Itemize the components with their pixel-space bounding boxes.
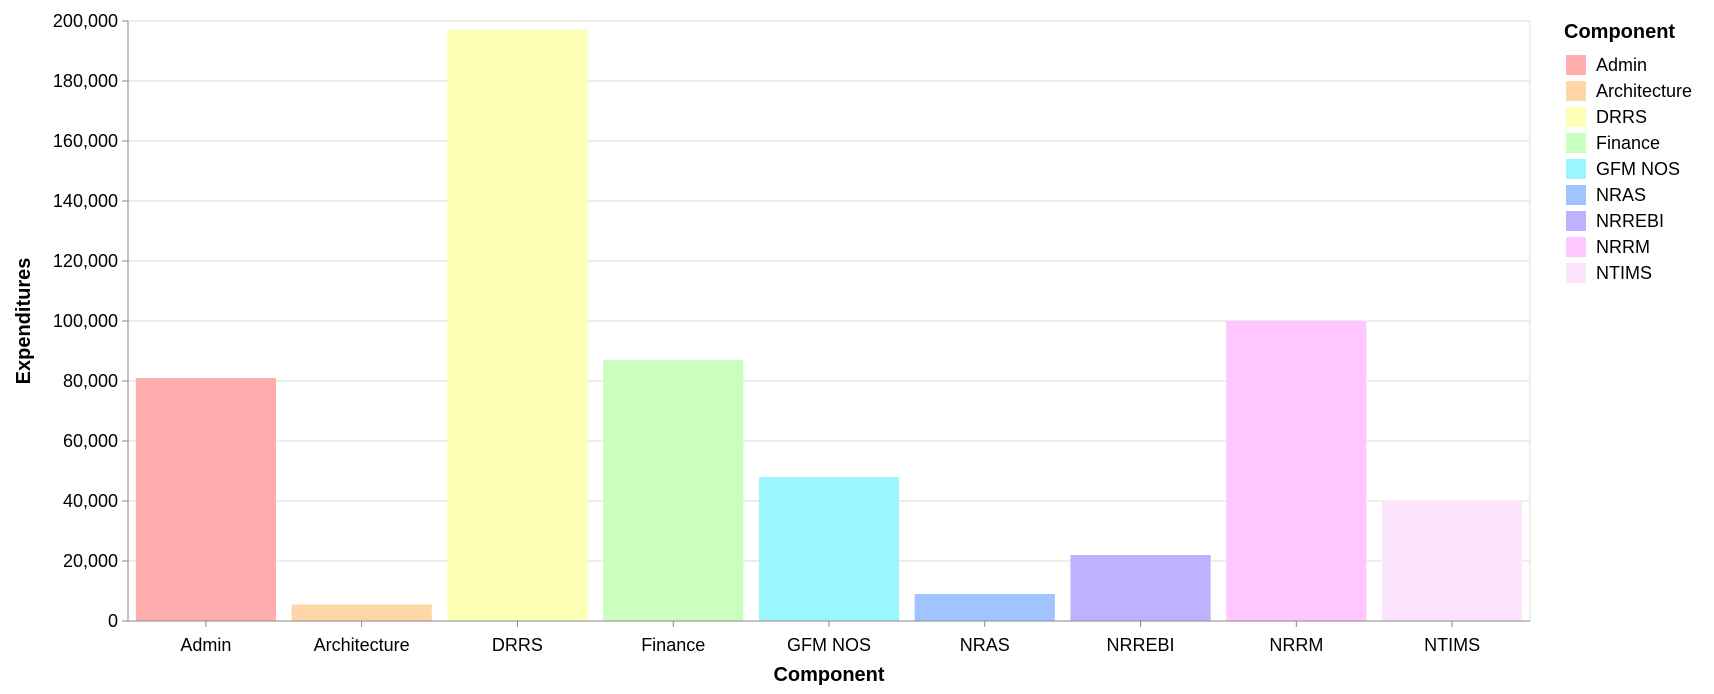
legend-label: NRAS <box>1596 185 1646 205</box>
legend-label: NRREBI <box>1596 211 1664 231</box>
legend: Component Admin Architecture DRRS Finance GF… <box>1564 21 1692 283</box>
bar-nrrebi <box>1070 555 1211 621</box>
bars <box>135 30 1523 621</box>
bar-finance <box>603 360 744 621</box>
x-tick-label: NRREBI <box>1107 635 1175 655</box>
legend-swatch <box>1566 55 1586 75</box>
x-tick-label: Architecture <box>314 635 410 655</box>
y-tick-label: 160,000 <box>53 131 118 151</box>
x-tick-label: Admin <box>180 635 231 655</box>
legend-label: Architecture <box>1596 81 1692 101</box>
legend-swatch <box>1566 237 1586 257</box>
y-axis-ticks: 0 20,000 40,000 60,000 80,000 100,000 120,000 1… <box>53 11 128 631</box>
x-tick-label: DRRS <box>492 635 543 655</box>
y-tick-label: 40,000 <box>63 491 118 511</box>
legend-swatch <box>1566 211 1586 231</box>
legend-swatch <box>1566 107 1586 127</box>
x-tick-label: GFM NOS <box>787 635 871 655</box>
y-tick-label: 140,000 <box>53 191 118 211</box>
y-tick-label: 80,000 <box>63 371 118 391</box>
bar-nrrm <box>1226 321 1367 621</box>
legend-label: GFM NOS <box>1596 159 1680 179</box>
bar-drrs <box>447 30 588 621</box>
x-tick-label: NRRM <box>1269 635 1323 655</box>
legend-swatch <box>1566 185 1586 205</box>
legend-label: DRRS <box>1596 107 1647 127</box>
legend-swatch <box>1566 263 1586 283</box>
bar-nras <box>914 594 1055 621</box>
bar-ntims <box>1382 501 1523 621</box>
y-tick-label: 60,000 <box>63 431 118 451</box>
legend-label: Finance <box>1596 133 1660 153</box>
legend-title: Component <box>1564 21 1675 43</box>
x-tick-label: NRAS <box>960 635 1010 655</box>
legend-swatch <box>1566 133 1586 153</box>
legend-label: Admin <box>1596 55 1647 75</box>
bar-admin <box>135 378 276 621</box>
y-tick-label: 0 <box>108 611 118 631</box>
legend-swatch <box>1566 159 1586 179</box>
y-tick-label: 100,000 <box>53 311 118 331</box>
x-axis-ticks: Admin Architecture DRRS Finance GFM NOS NRAS N… <box>180 621 1480 655</box>
legend-label: NTIMS <box>1596 263 1652 283</box>
y-tick-label: 20,000 <box>63 551 118 571</box>
legend-label: NRRM <box>1596 237 1650 257</box>
legend-swatch <box>1566 81 1586 101</box>
y-tick-label: 200,000 <box>53 11 118 31</box>
x-axis-title: Component <box>773 664 884 686</box>
y-tick-label: 120,000 <box>53 251 118 271</box>
legend-items: Admin Architecture DRRS Finance GFM NOS NRAS N… <box>1566 55 1692 283</box>
x-tick-label: NTIMS <box>1424 635 1480 655</box>
y-tick-label: 180,000 <box>53 71 118 91</box>
bar-gfm-nos <box>758 477 900 621</box>
y-axis-title: Expenditures <box>13 258 35 385</box>
x-tick-label: Finance <box>641 635 705 655</box>
bar-architecture <box>291 604 432 621</box>
